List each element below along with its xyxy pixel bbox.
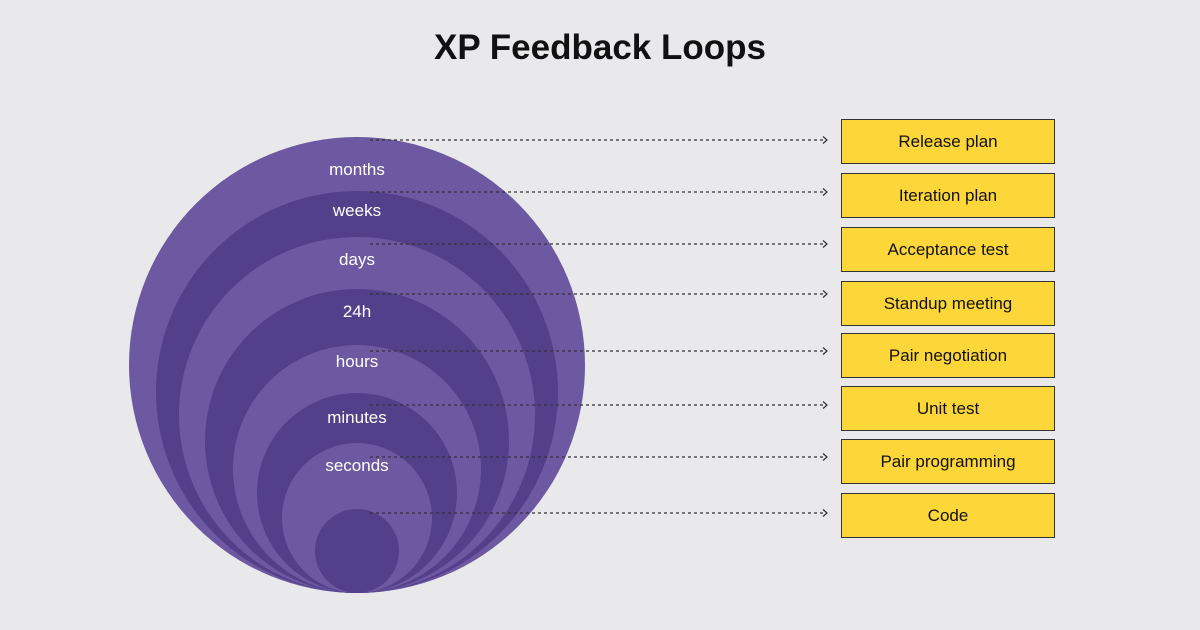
practice-box: Acceptance test xyxy=(841,227,1055,272)
practice-box: Pair negotiation xyxy=(841,333,1055,378)
ring-label: 24h xyxy=(342,302,372,321)
ring-label: hours xyxy=(335,352,379,371)
arrow-head-icon xyxy=(822,401,828,409)
arrow-head-icon xyxy=(822,347,828,355)
practice-box: Standup meeting xyxy=(841,281,1055,326)
practice-box: Code xyxy=(841,493,1055,538)
ring-label: seconds xyxy=(325,456,389,475)
ring-label: days xyxy=(339,250,375,269)
arrow-head-icon xyxy=(822,188,828,196)
ring-label: weeks xyxy=(332,201,382,220)
arrow-head-icon xyxy=(822,290,828,298)
ring-label: minutes xyxy=(327,408,387,427)
loop-circle xyxy=(315,509,399,593)
arrow-head-icon xyxy=(822,136,828,144)
arrow-head-icon xyxy=(822,453,828,461)
diagram-title: XP Feedback Loops xyxy=(434,28,766,67)
practice-box: Pair programming xyxy=(841,439,1055,484)
practice-box: Iteration plan xyxy=(841,173,1055,218)
practice-box: Release plan xyxy=(841,119,1055,164)
practice-box: Unit test xyxy=(841,386,1055,431)
arrow-head-icon xyxy=(822,240,828,248)
ring-label: months xyxy=(329,160,385,179)
arrow-head-icon xyxy=(822,509,828,517)
